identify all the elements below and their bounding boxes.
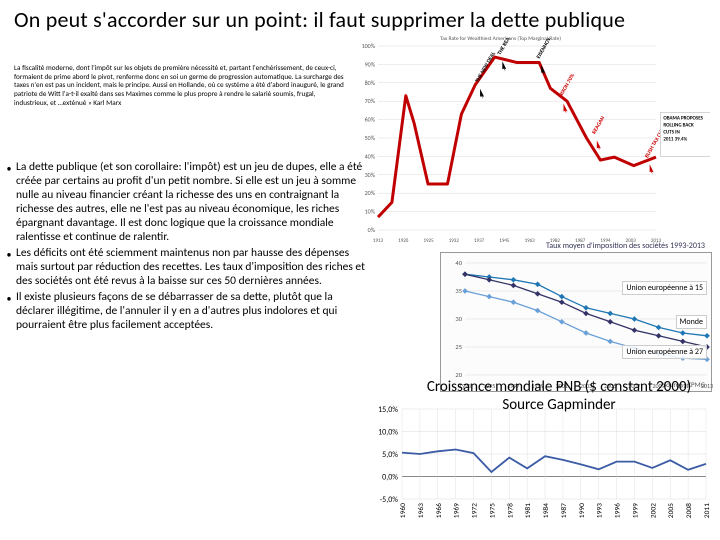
svg-text:10,0%: 10,0% — [378, 428, 398, 438]
top-chart-title: Tax Rate for Wealthiest Americans (Top M… — [440, 36, 561, 42]
top-chart-svg: 0% 10% 20% 30% 40% 50% 60% 70% 80% 90% 100% 1913 192… — [350, 38, 710, 248]
svg-text:1969: 1969 — [453, 503, 462, 518]
svg-text:1972: 1972 — [471, 503, 480, 518]
svg-text:5,0%: 5,0% — [382, 450, 398, 460]
svg-text:1993: 1993 — [596, 503, 605, 518]
svg-text:1932: 1932 — [449, 238, 460, 244]
svg-text:35: 35 — [455, 287, 462, 295]
svg-text:100%: 100% — [362, 42, 376, 50]
svg-text:1913: 1913 — [373, 238, 384, 244]
legend-eu27: Union européenne à 27 — [622, 345, 707, 359]
svg-text:30: 30 — [455, 315, 462, 323]
bullet-text: Les déficits ont été sciemment maintenus… — [16, 246, 370, 288]
svg-text:1978: 1978 — [506, 503, 515, 518]
svg-text:1960: 1960 — [399, 503, 408, 518]
svg-text:1966: 1966 — [435, 503, 444, 518]
svg-text:1963: 1963 — [417, 503, 426, 518]
svg-text:1984: 1984 — [542, 503, 551, 518]
corporate-tax-chart: Taux moyen d'imposition des sociétés 199… — [440, 252, 712, 392]
svg-text:1996: 1996 — [614, 503, 623, 518]
marx-quote: La fiscalité moderne, dont l'impôt sur l… — [14, 64, 344, 107]
svg-text:2011: 2011 — [703, 503, 712, 518]
svg-text:70%: 70% — [365, 97, 376, 105]
bottom-chart-caption: Croissance mondiale PNB ($ constant 2000… — [414, 378, 704, 414]
svg-text:CUTS IN: CUTS IN — [663, 129, 679, 135]
svg-text:50%: 50% — [365, 134, 376, 142]
bullet-item: •Il existe plusieurs façons de se débarr… — [2, 290, 370, 332]
svg-text:1990: 1990 — [578, 503, 587, 518]
svg-text:NIXON 70%: NIXON 70% — [558, 73, 576, 99]
svg-text:2008: 2008 — [685, 503, 694, 518]
svg-text:30%: 30% — [365, 171, 376, 179]
bullet-marker: • — [2, 290, 16, 332]
bullet-text: La dette publique (et son corollaire: l'… — [16, 160, 370, 244]
svg-text:25: 25 — [455, 343, 462, 351]
svg-text:90%: 90% — [365, 60, 376, 68]
svg-text:40: 40 — [455, 259, 462, 267]
svg-text:1975: 1975 — [488, 503, 497, 518]
svg-text:REAGAN: REAGAN — [591, 115, 606, 135]
svg-text:OBAMA PROPOSES: OBAMA PROPOSES — [663, 115, 703, 121]
mid-chart-svg: 2025303540199319951997199920012003200520… — [441, 253, 713, 393]
svg-text:-5,0%: -5,0% — [380, 495, 399, 505]
svg-text:2002: 2002 — [649, 503, 658, 518]
svg-text:15,0%: 15,0% — [378, 405, 398, 415]
svg-text:80%: 80% — [365, 79, 376, 87]
svg-text:1999: 1999 — [631, 503, 640, 518]
svg-text:0%: 0% — [368, 226, 376, 234]
svg-text:1963: 1963 — [525, 238, 536, 244]
svg-text:2005: 2005 — [667, 503, 676, 518]
svg-text:20%: 20% — [365, 189, 376, 197]
svg-text:1920: 1920 — [398, 238, 409, 244]
world-growth-chart: -5,0% 0,0% 5,0% 10,0% 15,0% 1960 1963 1966 1969 1… — [362, 405, 712, 533]
svg-text:1937: 1937 — [474, 238, 485, 244]
bullet-item: •Les déficits ont été sciemment maintenu… — [2, 246, 370, 288]
bullet-marker: • — [2, 160, 16, 244]
svg-text:THE NEW DEAL: THE NEW DEAL — [475, 50, 498, 83]
svg-text:1925: 1925 — [423, 238, 434, 244]
bullet-item: •La dette publique (et son corollaire: l… — [2, 160, 370, 244]
svg-text:2011 39.4%: 2011 39.4% — [663, 136, 687, 142]
svg-text:ROLLING BACK: ROLLING BACK — [663, 122, 694, 128]
legend-world: Monde — [676, 315, 707, 329]
svg-text:1945: 1945 — [499, 238, 510, 244]
svg-text:0,0%: 0,0% — [382, 473, 398, 483]
svg-text:1987: 1987 — [560, 503, 569, 518]
bullet-list: •La dette publique (et son corollaire: l… — [2, 160, 370, 334]
bullet-marker: • — [2, 246, 16, 288]
bullet-text: Il existe plusieurs façons de se débarra… — [16, 290, 370, 332]
bottom-chart-svg: -5,0% 0,0% 5,0% 10,0% 15,0% 1960 1963 1966 1969 1… — [362, 405, 712, 533]
svg-text:1981: 1981 — [524, 503, 533, 518]
page-title: On peut s'accorder sur un point: il faut… — [0, 0, 720, 37]
svg-text:10%: 10% — [365, 208, 376, 216]
top-marginal-rate-chart: Tax Rate for Wealthiest Americans (Top M… — [350, 38, 710, 248]
svg-text:40%: 40% — [365, 152, 376, 160]
mid-chart-title: Taux moyen d'imposition des sociétés 199… — [546, 241, 705, 251]
svg-text:60%: 60% — [365, 116, 376, 124]
legend-eu15: Union européenne à 15 — [622, 281, 707, 295]
